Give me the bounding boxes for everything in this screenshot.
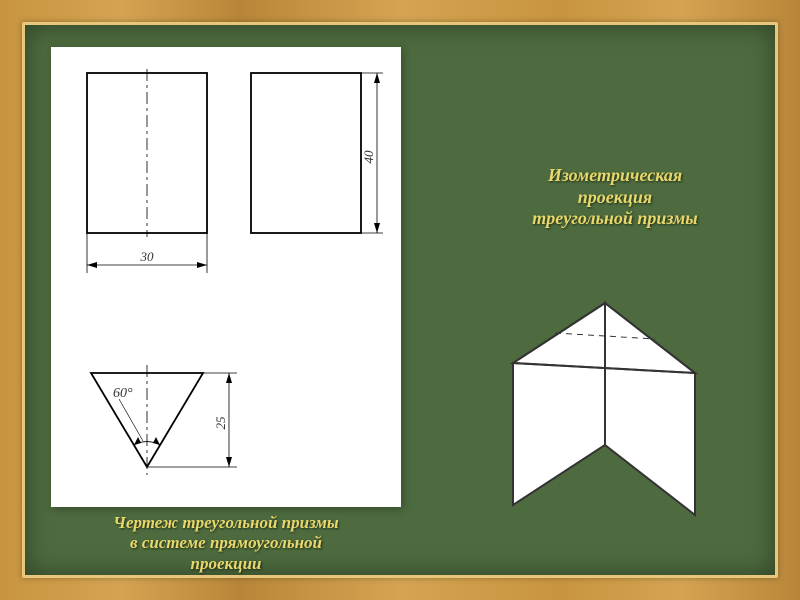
arrow-bot [374,223,380,233]
dim-height-label: 40 [361,150,376,164]
left-caption-line2: в системе прямоугольной [51,533,401,553]
angle-arrow-l [134,437,141,445]
tri-arrow-b [226,457,232,467]
ortho-svg: 40 30 60° [51,47,401,507]
iso-face-top [513,303,695,373]
orthographic-drawing: 40 30 60° [51,47,401,507]
chalkboard: 40 30 60° [22,22,778,578]
angle-leader [119,399,143,441]
arrow-top [374,73,380,83]
dim-width-label: 30 [140,249,155,264]
arrow-l [87,262,97,268]
wood-frame: 40 30 60° [0,0,800,600]
side-view-rect [251,73,361,233]
right-caption-line2: проекция [485,187,745,209]
angle-label: 60° [113,386,133,401]
left-caption-line1: Чертеж треугольной призмы [51,513,401,533]
angle-arrow-r [153,437,160,445]
right-caption-line1: Изометрическая [485,165,745,187]
right-caption-line3: треугольной призмы [485,208,745,230]
arrow-r [197,262,207,268]
left-caption: Чертеж треугольной призмы в системе прям… [51,513,401,574]
right-caption: Изометрическая проекция треугольной приз… [485,165,745,230]
isometric-prism [495,285,715,525]
iso-svg [495,285,715,525]
left-caption-line3: проекции [51,554,401,574]
tri-height-label: 25 [213,416,228,430]
tri-arrow-t [226,373,232,383]
